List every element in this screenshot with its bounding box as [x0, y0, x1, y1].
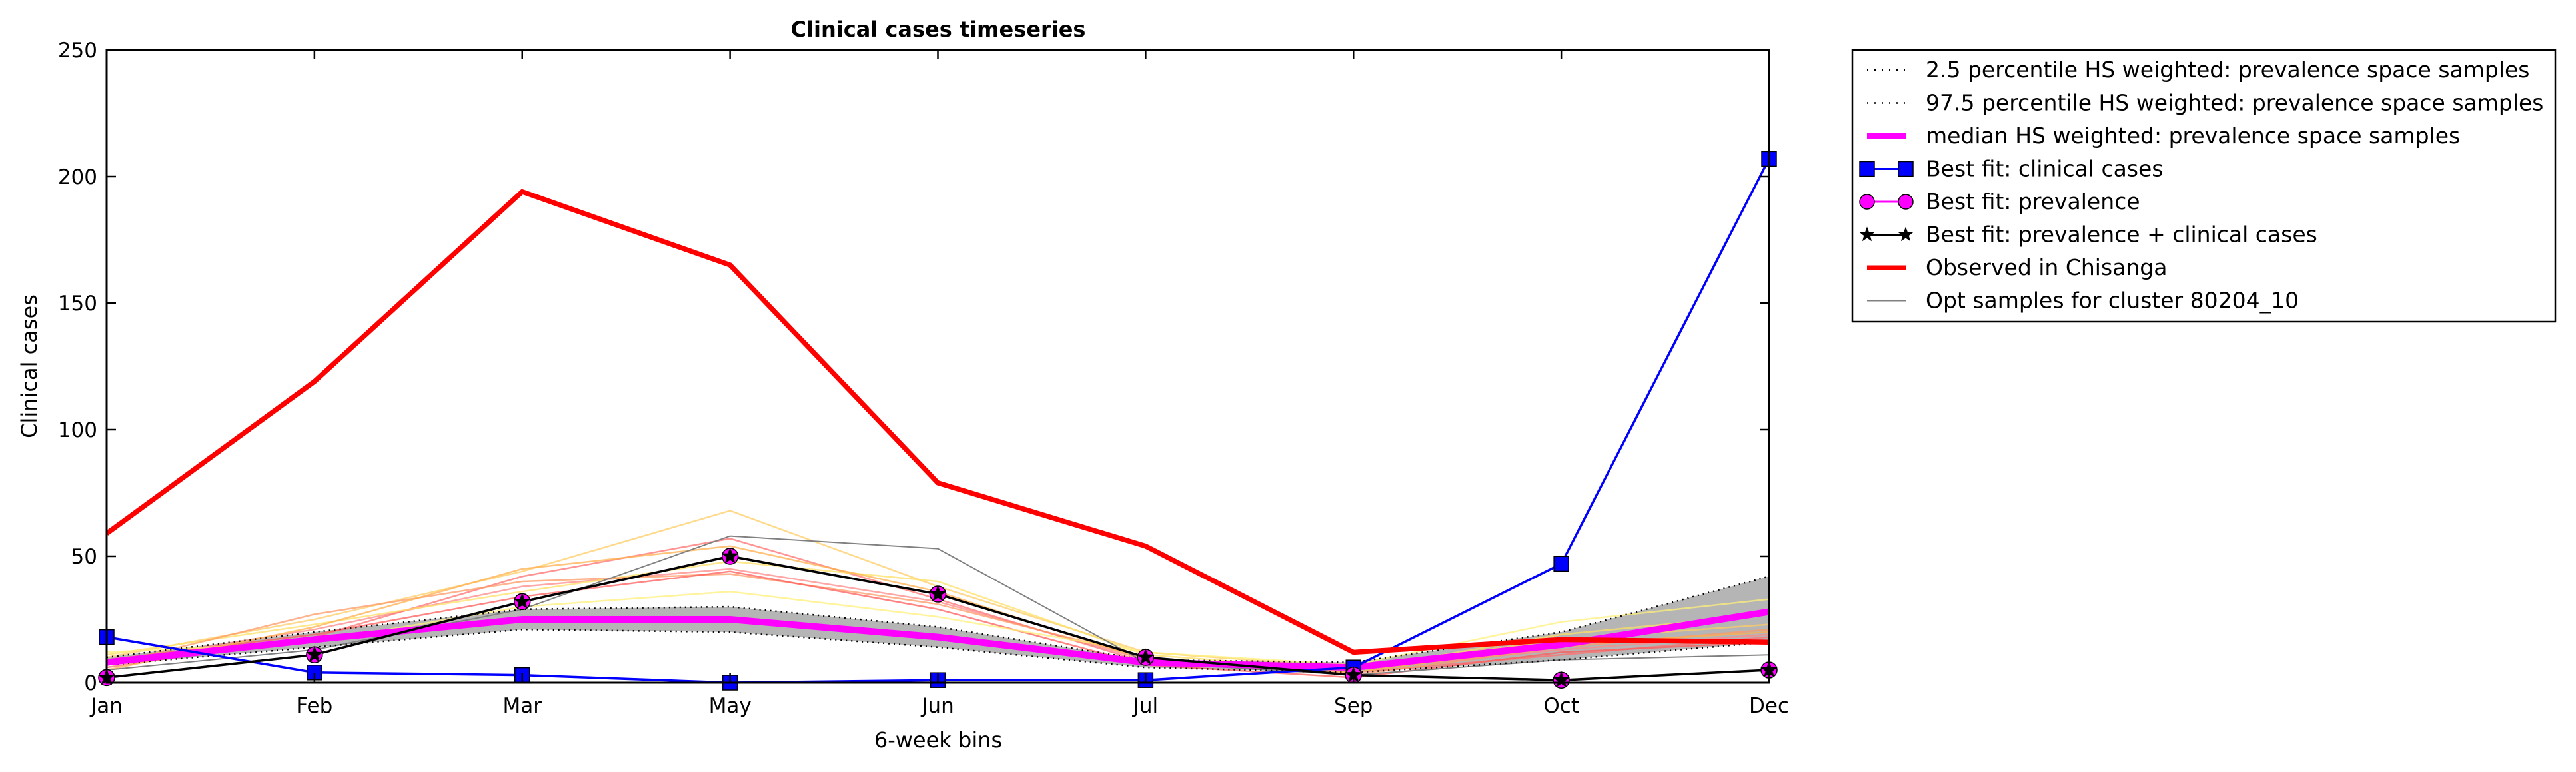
- y-tick-label: 0: [84, 671, 97, 695]
- median-line: [107, 608, 1769, 671]
- chart-title: Clinical cases timeseries: [791, 17, 1086, 42]
- x-tick-label: Oct: [1543, 694, 1579, 718]
- legend-label: Observed in Chisanga: [1926, 254, 2167, 280]
- legend-swatch-circle: [1898, 194, 1914, 210]
- x-tick-label: Jul: [1132, 694, 1158, 718]
- legend-label: Best fit: prevalence: [1926, 189, 2140, 214]
- opt-sample-trace-5: [107, 573, 1769, 676]
- x-tick-label: Dec: [1749, 694, 1789, 718]
- x-tick-label: Feb: [296, 694, 332, 718]
- legend-label: Best fit: prevalence + clinical cases: [1926, 222, 2317, 248]
- best-fit-combined-point: [1137, 648, 1155, 665]
- y-tick-label: 250: [58, 39, 97, 63]
- legend-label: 2.5 percentile HS weighted: prevalence s…: [1926, 57, 2530, 83]
- x-tick-label: May: [709, 694, 752, 718]
- plot-area: 0 50 100 150 200 250 Jan Feb Mar May Jun Jul Sep Oct D…: [58, 39, 1789, 718]
- y-tick-label: 200: [58, 165, 97, 189]
- x-tick-label: Jan: [89, 694, 123, 718]
- y-tick-label: 50: [71, 545, 97, 569]
- y-tick-label: 150: [58, 292, 97, 316]
- x-tick-label: Jun: [920, 694, 954, 718]
- legend-swatch-star: [1898, 226, 1914, 242]
- legend-swatch-square: [1898, 161, 1914, 177]
- legend-label: median HS weighted: prevalence space sam…: [1926, 123, 2460, 149]
- opt-sample-trace-4: [107, 560, 1769, 671]
- legend-label: Best fit: clinical cases: [1926, 156, 2164, 182]
- legend: 2.5 percentile HS weighted: prevalence s…: [1851, 49, 2557, 323]
- best-fit-combined-point: [306, 645, 323, 663]
- legend-swatch-circle: [1859, 194, 1875, 210]
- x-axis-label: 6-week bins: [874, 727, 1002, 753]
- best-fit-combined-point: [513, 592, 531, 609]
- p025-line: [107, 628, 1769, 674]
- legend-label: 97.5 percentile HS weighted: prevalence …: [1926, 90, 2544, 116]
- best-fit-combined-point: [929, 585, 947, 601]
- x-tick-label: Sep: [1334, 694, 1373, 718]
- legend-swatch-star: [1859, 226, 1875, 242]
- observed-line: [107, 189, 1769, 655]
- opt-sample-trace-6: [107, 570, 1769, 679]
- x-tick-label: Mar: [503, 694, 542, 718]
- legend-box: [1851, 49, 2557, 323]
- series-group: [107, 158, 1769, 683]
- best-fit-clinical-point: [1553, 556, 1569, 572]
- legend-label: Opt samples for cluster 80204_10: [1926, 288, 2299, 314]
- best-fit-combined-point: [721, 547, 739, 564]
- legend-swatch-square: [1859, 161, 1875, 177]
- y-axis-label: Clinical cases: [17, 294, 42, 438]
- y-tick-label: 100: [58, 418, 97, 442]
